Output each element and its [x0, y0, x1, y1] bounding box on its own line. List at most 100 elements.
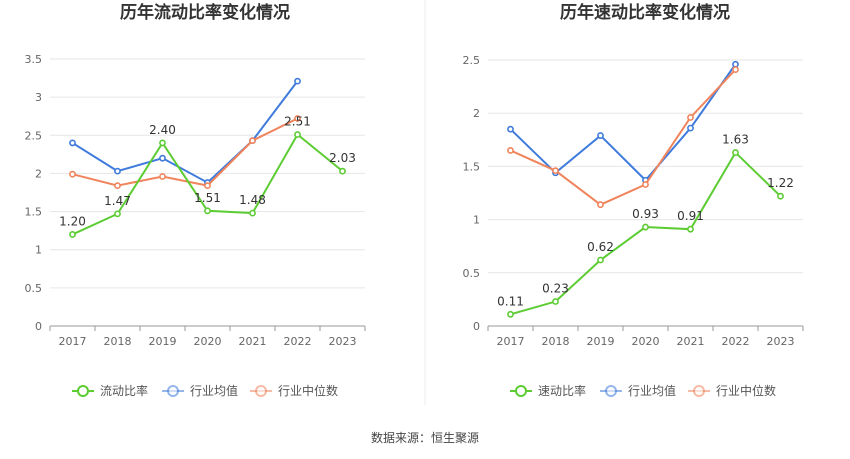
data-label: 2.40 — [149, 123, 176, 137]
legend-item-company: 流动比率 — [72, 383, 148, 398]
legend-marker — [255, 385, 267, 397]
x-tick-label: 2017 — [497, 335, 525, 348]
data-point-company — [552, 298, 559, 305]
data-point-industry_avg — [114, 167, 121, 175]
legend-label: 行业均值 — [190, 383, 238, 398]
legend-label: 行业均值 — [628, 383, 676, 398]
legend-label: 行业中位数 — [278, 383, 338, 398]
y-tick-label: 2 — [35, 167, 42, 180]
data-label: 0.93 — [632, 207, 659, 221]
data-point-industry_median — [507, 147, 514, 154]
data-point-industry_median — [249, 137, 256, 145]
data-label: 0.62 — [587, 240, 614, 254]
chart-panel-2: 历年速动比率变化情况 0 0.5 1 1.5 2 2.5 2017 2018 2019 2020 20… — [463, 2, 804, 398]
y-tick-label: 0.5 — [463, 267, 481, 280]
y-tick-label: 1.5 — [25, 206, 43, 219]
y-tick-label: 0 — [473, 320, 480, 333]
data-point-industry_median — [732, 66, 739, 73]
data-label: 0.91 — [677, 209, 704, 223]
y-tick-label: 1 — [35, 244, 42, 257]
y-tick-label: 3.5 — [25, 53, 43, 66]
legend-label: 速动比率 — [538, 383, 586, 398]
x-tick-label: 2018 — [542, 335, 570, 348]
data-point-company — [777, 192, 784, 200]
data-point-industry_median — [294, 115, 301, 122]
y-tick-label: 0.5 — [25, 282, 43, 295]
data-label: 1.51 — [194, 191, 221, 205]
x-tick-label: 2017 — [59, 335, 87, 348]
legend-item-company: 速动比率 — [510, 383, 586, 398]
y-tick-label: 1 — [473, 214, 480, 227]
legend-marker — [605, 385, 617, 397]
data-point-industry_median — [204, 182, 211, 190]
data-point-company — [249, 209, 256, 217]
x-tick-label: 2018 — [104, 335, 132, 348]
x-tick-label: 2019 — [149, 335, 177, 348]
data-point-industry_avg — [507, 125, 514, 133]
data-point-company — [732, 149, 739, 156]
series-line-industry_avg — [509, 63, 737, 182]
data-point-company — [507, 310, 514, 318]
data-point-industry_avg — [732, 60, 739, 68]
legend-marker — [693, 385, 705, 397]
x-tick-label: 2022 — [284, 335, 312, 348]
data-point-industry_avg — [159, 154, 166, 162]
data-point-company — [294, 131, 301, 138]
legend-marker — [77, 385, 89, 397]
legend-marker — [167, 385, 179, 397]
chart-title: 历年流动比率变化情况 — [120, 2, 290, 23]
legend-item-industry_median: 行业中位数 — [250, 383, 338, 398]
data-point-industry_median — [69, 170, 76, 178]
y-tick-label: 2 — [473, 107, 480, 120]
data-point-industry_median — [552, 167, 559, 175]
series-line-industry_avg — [71, 80, 299, 184]
x-tick-label: 2023 — [329, 335, 357, 348]
data-point-industry_median — [159, 173, 166, 180]
data-point-company — [69, 231, 76, 238]
y-tick-label: 1.5 — [463, 160, 481, 173]
x-tick-label: 2022 — [722, 335, 750, 348]
data-point-company — [597, 256, 604, 264]
data-point-industry_median — [687, 114, 694, 121]
x-tick-label: 2023 — [767, 335, 795, 348]
data-source: 数据来源：恒生聚源 — [371, 430, 479, 445]
legend-label: 行业中位数 — [716, 383, 776, 398]
data-label: 0.11 — [497, 294, 524, 308]
data-label: 1.20 — [59, 214, 86, 228]
data-point-industry_avg — [597, 132, 604, 139]
data-point-company — [114, 210, 121, 218]
data-point-industry_median — [597, 201, 604, 209]
x-tick-label: 2021 — [677, 335, 705, 348]
data-point-industry_avg — [294, 77, 301, 85]
data-label: 1.48 — [239, 193, 266, 207]
data-point-company — [687, 225, 694, 233]
data-point-industry_median — [642, 181, 649, 188]
data-label: 0.23 — [542, 282, 569, 296]
chart-panel-1: 历年流动比率变化情况 0 0.5 1 1.5 2 2.5 3 3.5 2017 2018 2019 20… — [25, 2, 366, 398]
data-point-company — [339, 167, 346, 175]
data-point-industry_median — [114, 182, 121, 190]
data-point-industry_avg — [69, 139, 76, 147]
legend-item-industry_median: 行业中位数 — [688, 383, 776, 398]
data-point-company — [204, 207, 211, 215]
legend-marker — [515, 385, 527, 397]
data-label: 2.03 — [329, 151, 356, 165]
y-tick-label: 0 — [35, 320, 42, 333]
chart-title: 历年速动比率变化情况 — [560, 2, 730, 23]
legend-item-industry_avg: 行业均值 — [600, 383, 676, 398]
series-line-industry_median — [510, 68, 737, 206]
x-tick-label: 2021 — [239, 335, 267, 348]
data-point-company — [159, 139, 166, 147]
y-tick-label: 3 — [35, 91, 42, 104]
legend-item-industry_avg: 行业均值 — [162, 383, 238, 398]
data-label: 1.47 — [104, 194, 131, 208]
legend-label: 流动比率 — [100, 383, 148, 398]
data-point-company — [642, 223, 649, 231]
y-tick-label: 2.5 — [25, 129, 43, 142]
series-line-industry_median — [72, 117, 298, 187]
x-tick-label: 2020 — [632, 335, 660, 348]
data-label: 2.51 — [284, 115, 311, 129]
x-tick-label: 2020 — [194, 335, 222, 348]
y-tick-label: 2.5 — [463, 54, 481, 67]
